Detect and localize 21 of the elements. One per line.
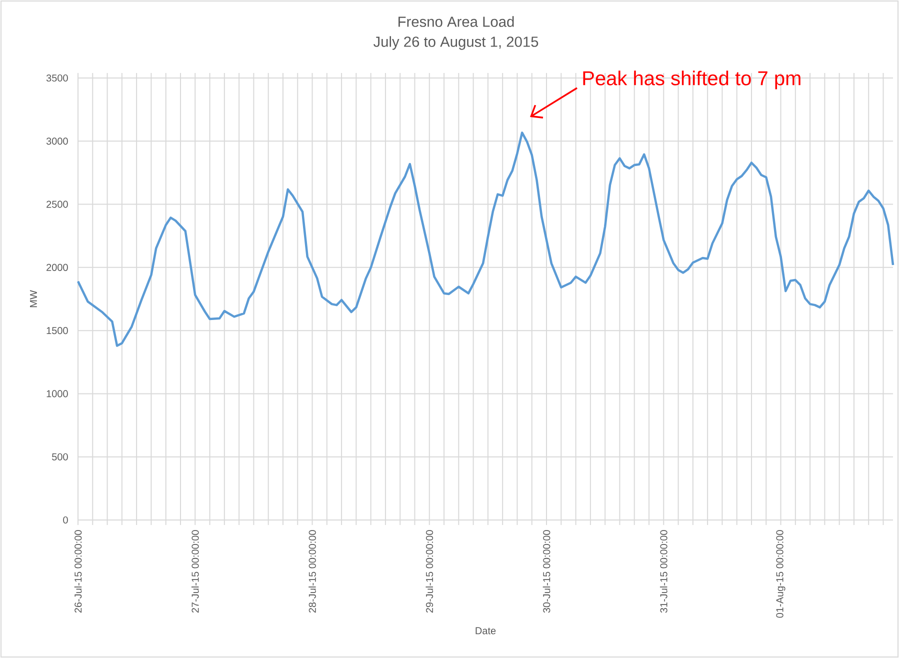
y-axis-title: MW (30, 290, 37, 308)
y-tick-label: 2500 (46, 200, 68, 208)
x-tick-label: 28-Jul-15 00:00:00 (308, 530, 316, 613)
y-tick-label: 1500 (46, 327, 68, 334)
chart-title: Fresno Area Load (398, 16, 514, 27)
x-axis-title: Date (476, 627, 496, 634)
y-tick-label: 500 (52, 453, 68, 460)
x-tick-label: 30-Jul-15 00:00:00 (542, 530, 550, 613)
y-tick-label: 3000 (46, 138, 68, 145)
x-tick-label: 31-Jul-15 00:00:00 (660, 530, 668, 613)
y-tick-label: 2000 (46, 264, 68, 271)
y-tick-label: 1000 (46, 390, 68, 398)
x-tick-label: 01-Aug-15 00:00:00 (776, 530, 786, 618)
y-tick-label: 3500 (46, 74, 68, 82)
line-series (76, 132, 894, 347)
x-tick-label: 26-Jul-15 00:00:00 (74, 530, 82, 613)
annotation: Peak has shifted to 7 pm (583, 70, 800, 90)
x-tick-label: 27-Jul-15 00:00:00 (191, 530, 199, 613)
y-tick-label: 0 (63, 516, 68, 524)
chart-subtitle: July 26 to August 1, 2015 (373, 36, 538, 50)
x-tick-label: 29-Jul-15 00:00:00 (426, 530, 434, 613)
